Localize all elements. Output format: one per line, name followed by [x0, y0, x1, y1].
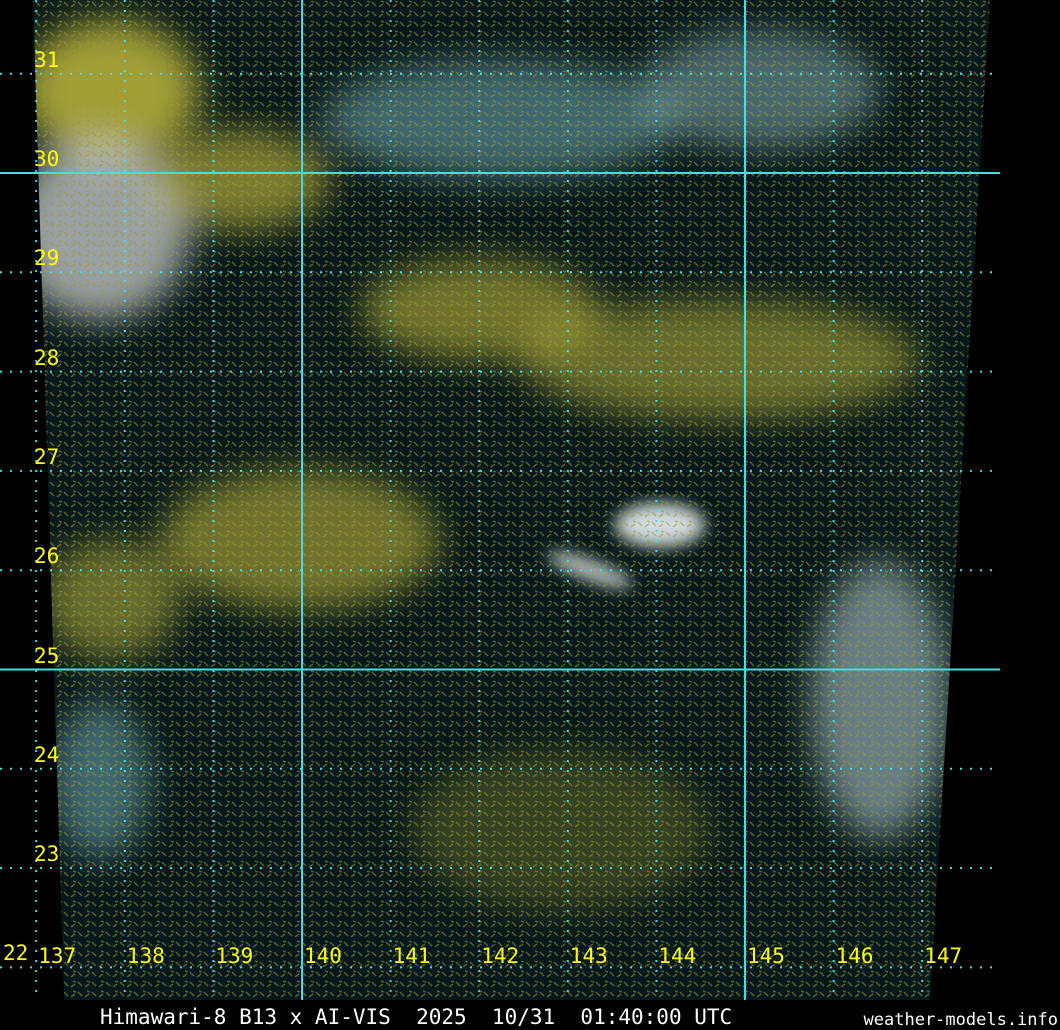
latitude-label: 29 [34, 246, 60, 271]
latitude-label: 22 [3, 941, 29, 966]
latitude-label: 30 [34, 147, 60, 171]
credit-text: weather-models.info [863, 1010, 1058, 1030]
latitude-label: 24 [34, 742, 60, 767]
latitude-label: 27 [34, 444, 60, 469]
latitude-label: 28 [34, 345, 60, 370]
image-title: Himawari-8 B13 x AI-VIS 2025 10/31 01:40… [100, 1005, 733, 1029]
longitude-label: 140 [304, 944, 342, 968]
longitude-label: 137 [38, 944, 77, 968]
longitude-label: 139 [215, 944, 254, 968]
longitude-label: 142 [481, 944, 520, 968]
longitude-label: 141 [392, 944, 431, 968]
longitude-label: 143 [569, 944, 608, 968]
longitude-label: 138 [126, 944, 165, 968]
lat-lon-grid [0, 0, 1000, 1000]
latitude-label: 31 [34, 47, 60, 72]
longitude-label: 147 [924, 944, 963, 968]
longitude-label: 145 [747, 944, 785, 968]
latitude-label: 23 [34, 842, 60, 867]
satellite-imagery [33, 0, 990, 1000]
latitude-label: 26 [34, 544, 60, 569]
longitude-label: 144 [658, 944, 697, 968]
longitude-label: 146 [835, 944, 874, 968]
latitude-label: 25 [34, 643, 60, 668]
